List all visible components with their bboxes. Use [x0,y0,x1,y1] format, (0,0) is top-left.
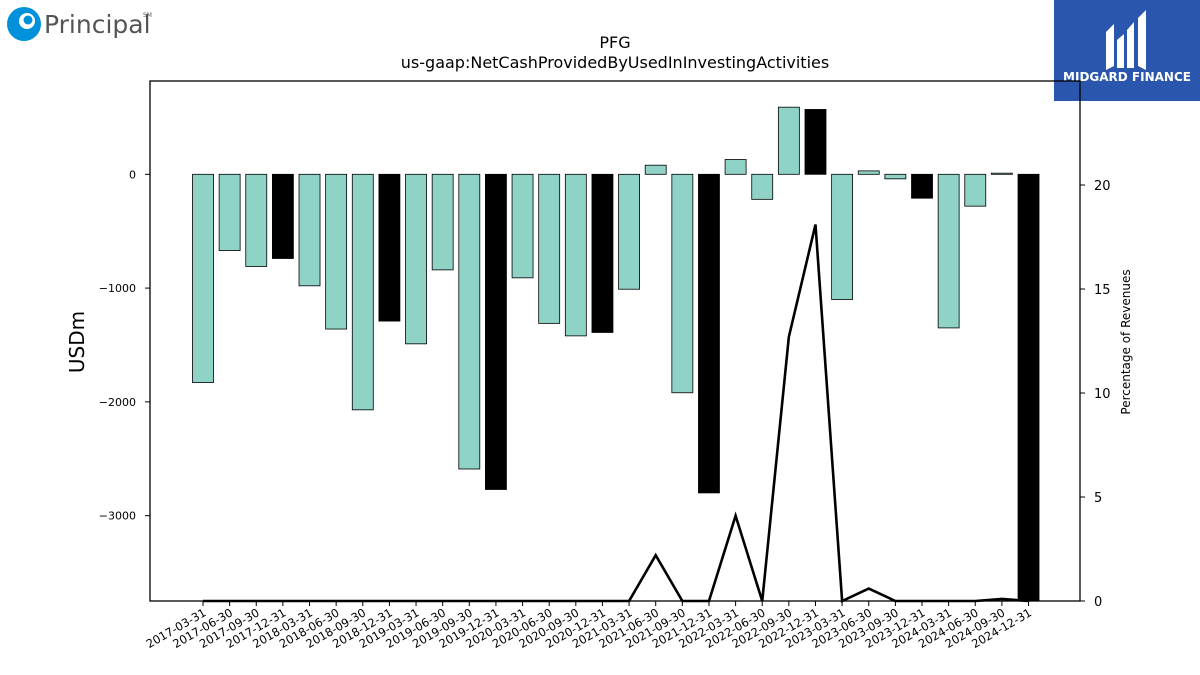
principal-logo-sm: SM [143,12,152,19]
y2-tick-label: 5 [1094,491,1102,506]
bar-2020-09-30 [564,173,587,337]
bar-2019-09-30 [458,173,481,470]
bar-2020-06-30 [538,173,561,324]
bar-2021-12-31 [698,173,720,494]
bar-2024-06-30 [964,173,987,207]
y2-tick-label: 15 [1094,283,1111,298]
plot-frame [149,80,1081,602]
bar-2020-03-31 [511,173,534,279]
bar-2022-03-31 [724,159,747,175]
bar-2019-12-31 [485,173,507,490]
midgard-logo-mark-icon [1106,10,1146,70]
y2-tick-label: 0 [1094,595,1102,610]
chart-title: PFG [599,33,630,52]
bar-2017-09-30 [245,173,268,267]
principal-logo-mark-dot-icon [23,15,33,25]
bar-2018-12-31 [378,173,401,322]
bar-2023-09-30 [884,173,907,180]
bar-2018-06-30 [325,173,348,330]
bar-2024-03-31 [937,173,960,329]
bar-2023-12-31 [911,173,933,199]
bar-2022-09-30 [777,106,800,175]
bar-2019-06-30 [431,173,454,271]
bar-2017-06-30 [218,173,241,251]
chart-subtitle: us-gaap:NetCashProvidedByUsedInInvesting… [401,53,829,72]
bar-2021-03-31 [618,173,640,290]
bar-2018-09-30 [351,173,374,411]
bar-2021-06-30 [644,164,667,175]
bar-2023-06-30 [857,170,880,175]
y-axis-title: USDm [65,311,89,373]
principal-logo: Principal SM [7,7,152,41]
y2-axis-title: Percentage of Revenues [1119,269,1133,414]
bar-2018-03-31 [298,173,321,287]
midgard-logo: MIDGARD FINANCE [1054,0,1200,101]
bar-2019-03-31 [405,173,427,345]
bar-2022-12-31 [804,109,827,175]
bar-2023-03-31 [831,173,854,300]
bar-2024-12-31 [1017,173,1040,602]
principal-logo-text: Principal [44,10,151,39]
bar-2022-06-30 [751,173,774,200]
bar-2017-03-31 [192,173,214,383]
y2-tick-label: 20 [1094,179,1111,194]
bar-2020-12-31 [591,173,614,333]
y-tick-label: −1000 [99,282,136,295]
y-tick-label: −3000 [99,510,136,523]
bar-2024-09-30 [991,172,1013,175]
bar-2017-12-31 [271,173,294,259]
bar-2021-09-30 [671,173,694,394]
bars-layer [192,106,1040,602]
y2-tick-label: 10 [1094,387,1111,402]
y-tick-label: 0 [129,168,136,181]
axes-layer: 0−1000−2000−3000051015202017-03-312017-0… [99,80,1111,651]
y-tick-label: −2000 [99,396,136,409]
midgard-logo-text: MIDGARD FINANCE [1063,70,1191,84]
